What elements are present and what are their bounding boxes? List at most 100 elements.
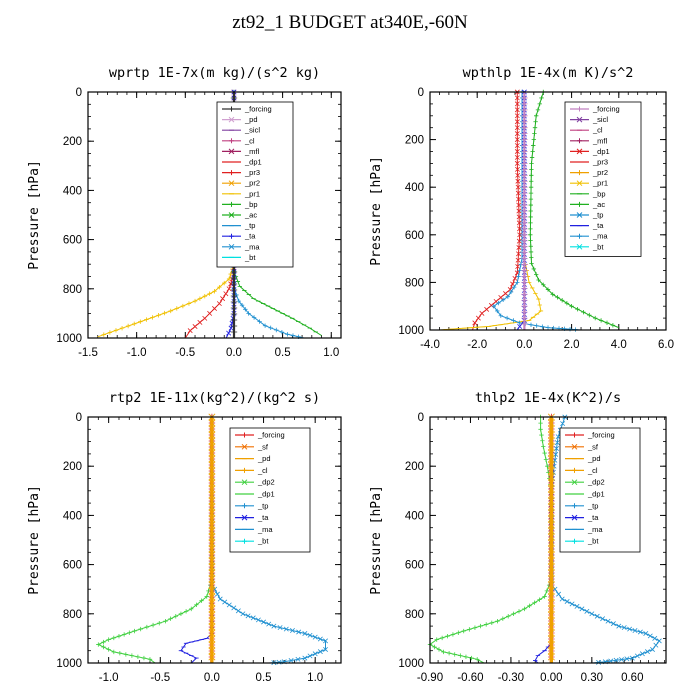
legend-marker <box>576 212 583 218</box>
legend-entry: _bt <box>244 253 256 262</box>
panel-title: rtp2 1E-11x(kg^2)/(kg^2 s) <box>109 390 320 406</box>
legend-entry: _sf <box>257 442 269 451</box>
legend-marker <box>241 514 248 521</box>
x-tick-label: 4.0 <box>611 339 627 351</box>
y-tick-label: 0 <box>418 87 424 99</box>
chart-panel-4: thlp2 1E-4x(K^2)/s Pressure [hPa] -0.90 -0.… <box>369 390 667 684</box>
y-tick-label: 400 <box>405 510 424 522</box>
series-markers-pr1 <box>443 91 544 330</box>
legend-marker <box>228 243 235 250</box>
x-tick-label: -4.0 <box>420 339 440 351</box>
y-tick-label: 1000 <box>56 658 82 670</box>
x-tick-label: 0.5 <box>275 347 291 359</box>
y-tick-label: 400 <box>63 185 82 197</box>
legend-entry: _forcing <box>244 105 272 114</box>
plot-frame <box>87 416 342 664</box>
legend-entry: _forcing <box>257 431 285 440</box>
legend-entry: _forcing <box>592 105 620 114</box>
legend-entry: _mfl <box>592 136 608 145</box>
legend-marker <box>228 116 235 123</box>
legend-entry: _ta <box>592 221 604 230</box>
series-line-dp1 <box>97 417 213 664</box>
y-axis-label: Pressure [hPa] <box>369 485 384 595</box>
legend-entry: _mfl <box>244 147 260 156</box>
y-tick-label: 1000 <box>398 325 424 337</box>
y-tick-label: 1000 <box>398 658 424 670</box>
y-tick-label: 800 <box>63 609 82 621</box>
x-tick-label: -1.5 <box>78 347 98 359</box>
legend-marker <box>571 479 578 486</box>
legend-entry: _dp1 <box>244 158 262 167</box>
figure-title: zt92_1 BUDGET at340E,-60N <box>232 12 468 33</box>
legend-marker <box>242 467 247 473</box>
x-tick-label: 0.5 <box>256 672 272 684</box>
x-tick-label: -0.90 <box>417 672 443 684</box>
x-tick-label: 6.0 <box>658 339 674 351</box>
legend: _forcing_pd _sicl_cl _mfl _dp1_pr3 _pr2_pr1 _… <box>216 101 294 268</box>
panel-title: thlp2 1E-4x(K^2)/s <box>475 390 621 406</box>
legend-entry: _pd <box>244 115 258 124</box>
legend-marker <box>242 538 247 544</box>
legend-marker <box>572 503 577 509</box>
legend-entry: _ma <box>592 232 608 241</box>
legend-marker <box>571 443 578 450</box>
x-tick-label: 2.0 <box>564 339 580 351</box>
series-line-pr1 <box>97 92 235 338</box>
legend-marker <box>229 106 234 112</box>
legend-marker <box>577 170 582 176</box>
legend-marker <box>572 538 577 544</box>
legend-entry: _cl <box>592 126 603 135</box>
y-tick-label: 200 <box>405 135 424 147</box>
x-tick-label: -2.0 <box>467 339 487 351</box>
legend-entry: _pd <box>257 454 271 463</box>
y-tick-label: 200 <box>63 136 82 148</box>
legend-marker <box>576 148 583 155</box>
legend-box <box>564 101 642 257</box>
legend-marker <box>241 443 248 450</box>
x-tick-label: 0.0 <box>204 672 220 684</box>
legend-entry: _sicl <box>592 115 608 124</box>
x-tick-label: -1.0 <box>127 347 147 359</box>
legend: _forcing _sf _pd _cl _dp2 _dp1 _tp _ta _ma _bt <box>559 427 641 553</box>
legend-marker <box>576 180 583 187</box>
legend-entry: _pr3 <box>244 168 260 177</box>
legend-entry: _cl <box>257 466 268 475</box>
legend-entry: _bt <box>592 242 604 251</box>
y-axis-label: Pressure [hPa] <box>369 156 384 266</box>
legend-entry: _bt <box>587 537 599 546</box>
legend-marker <box>229 170 234 176</box>
legend-marker <box>241 479 248 486</box>
legend: _forcing_sicl _cl_mfl _dp1 _pr3_pr2 _pr1_bp _… <box>564 101 642 257</box>
x-tick-label: 0.60 <box>621 672 643 684</box>
legend-marker <box>229 201 234 207</box>
x-tick-label: 0.30 <box>581 672 603 684</box>
x-tick-label: -0.30 <box>498 672 524 684</box>
legend-marker <box>572 467 577 473</box>
series-line-ta <box>534 417 552 664</box>
y-tick-label: 600 <box>63 235 82 247</box>
legend: _forcing _sf _pd _cl _dp2 _dp1 _tp _ta _ma _bt <box>229 427 311 553</box>
legend-entry: _ma <box>244 242 260 251</box>
legend-entry: _ta <box>244 232 256 241</box>
legend-marker <box>229 138 234 144</box>
legend-marker <box>571 514 578 521</box>
plot-frame <box>87 91 342 339</box>
y-tick-label: 400 <box>63 510 82 522</box>
legend-entry: _sf <box>587 442 599 451</box>
legend-entry: _pd <box>587 454 601 463</box>
legend-entry: _tp <box>587 501 598 510</box>
plot-frame <box>429 416 667 664</box>
panels: wprtp 1E-7x(m kg)/(s^2 kg) Pressure [hPa]… <box>27 65 674 684</box>
legend-entry: _tp <box>592 211 603 220</box>
series-line-ta <box>180 417 213 664</box>
y-tick-label: 400 <box>405 182 424 194</box>
legend-marker <box>577 201 582 207</box>
legend-entry: _ac <box>244 211 257 220</box>
legend-marker <box>228 148 235 155</box>
legend-marker <box>242 503 247 509</box>
panel-title: wprtp 1E-7x(m kg)/(s^2 kg) <box>109 65 320 81</box>
legend-entry: _ma <box>257 525 273 534</box>
legend-marker <box>572 432 577 438</box>
legend-entry: _bp <box>592 189 606 198</box>
legend-entry: _pr2 <box>592 168 608 177</box>
